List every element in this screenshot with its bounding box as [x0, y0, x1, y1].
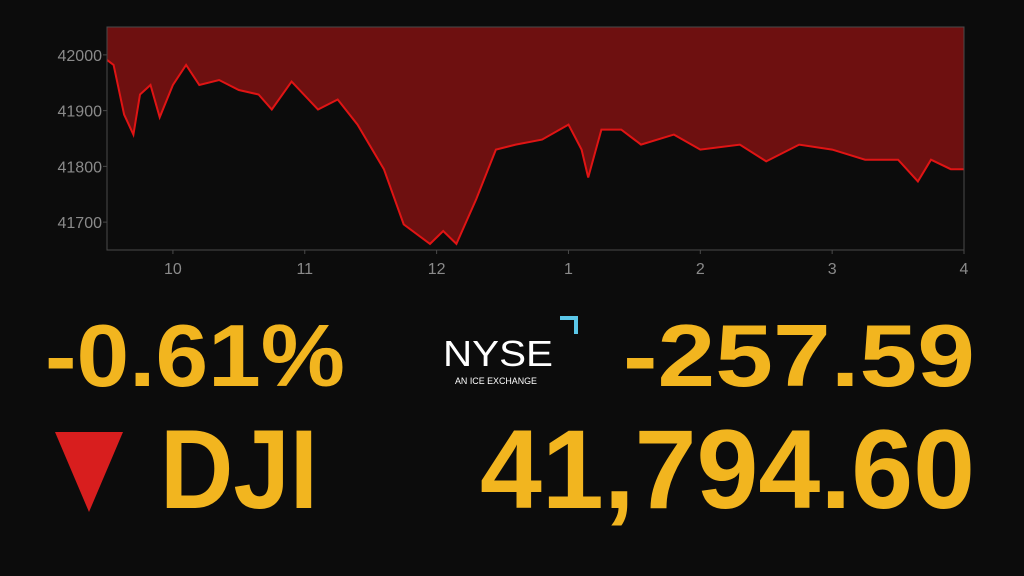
- x-tick-label: 1: [564, 261, 573, 278]
- symbol: DJI: [160, 407, 318, 532]
- down-arrow: [55, 432, 123, 512]
- y-tick-label: 41900: [58, 104, 103, 121]
- x-tick-label: 12: [428, 261, 446, 278]
- price: 41,794.60: [480, 407, 975, 532]
- y-tick-label: 41700: [58, 215, 103, 232]
- area: [107, 27, 964, 244]
- line: [106, 59, 964, 246]
- change-percent: -0.61%: [45, 306, 345, 405]
- change-points: -257.59: [623, 306, 975, 405]
- plot-frame: [106, 26, 965, 251]
- x-tick-label: 10: [164, 261, 182, 278]
- logo-name: NYSE: [443, 333, 553, 374]
- y-tick-label: 42000: [58, 48, 103, 65]
- x-tick-label: 4: [960, 261, 969, 278]
- y-tick-label: 41800: [58, 159, 103, 176]
- logo-corner: [560, 316, 578, 334]
- x-tick-label: 11: [296, 261, 313, 278]
- x-tick-label: 2: [696, 261, 705, 278]
- x-tick-label: 3: [828, 261, 837, 278]
- logo-tagline: AN ICE EXCHANGE: [455, 376, 537, 386]
